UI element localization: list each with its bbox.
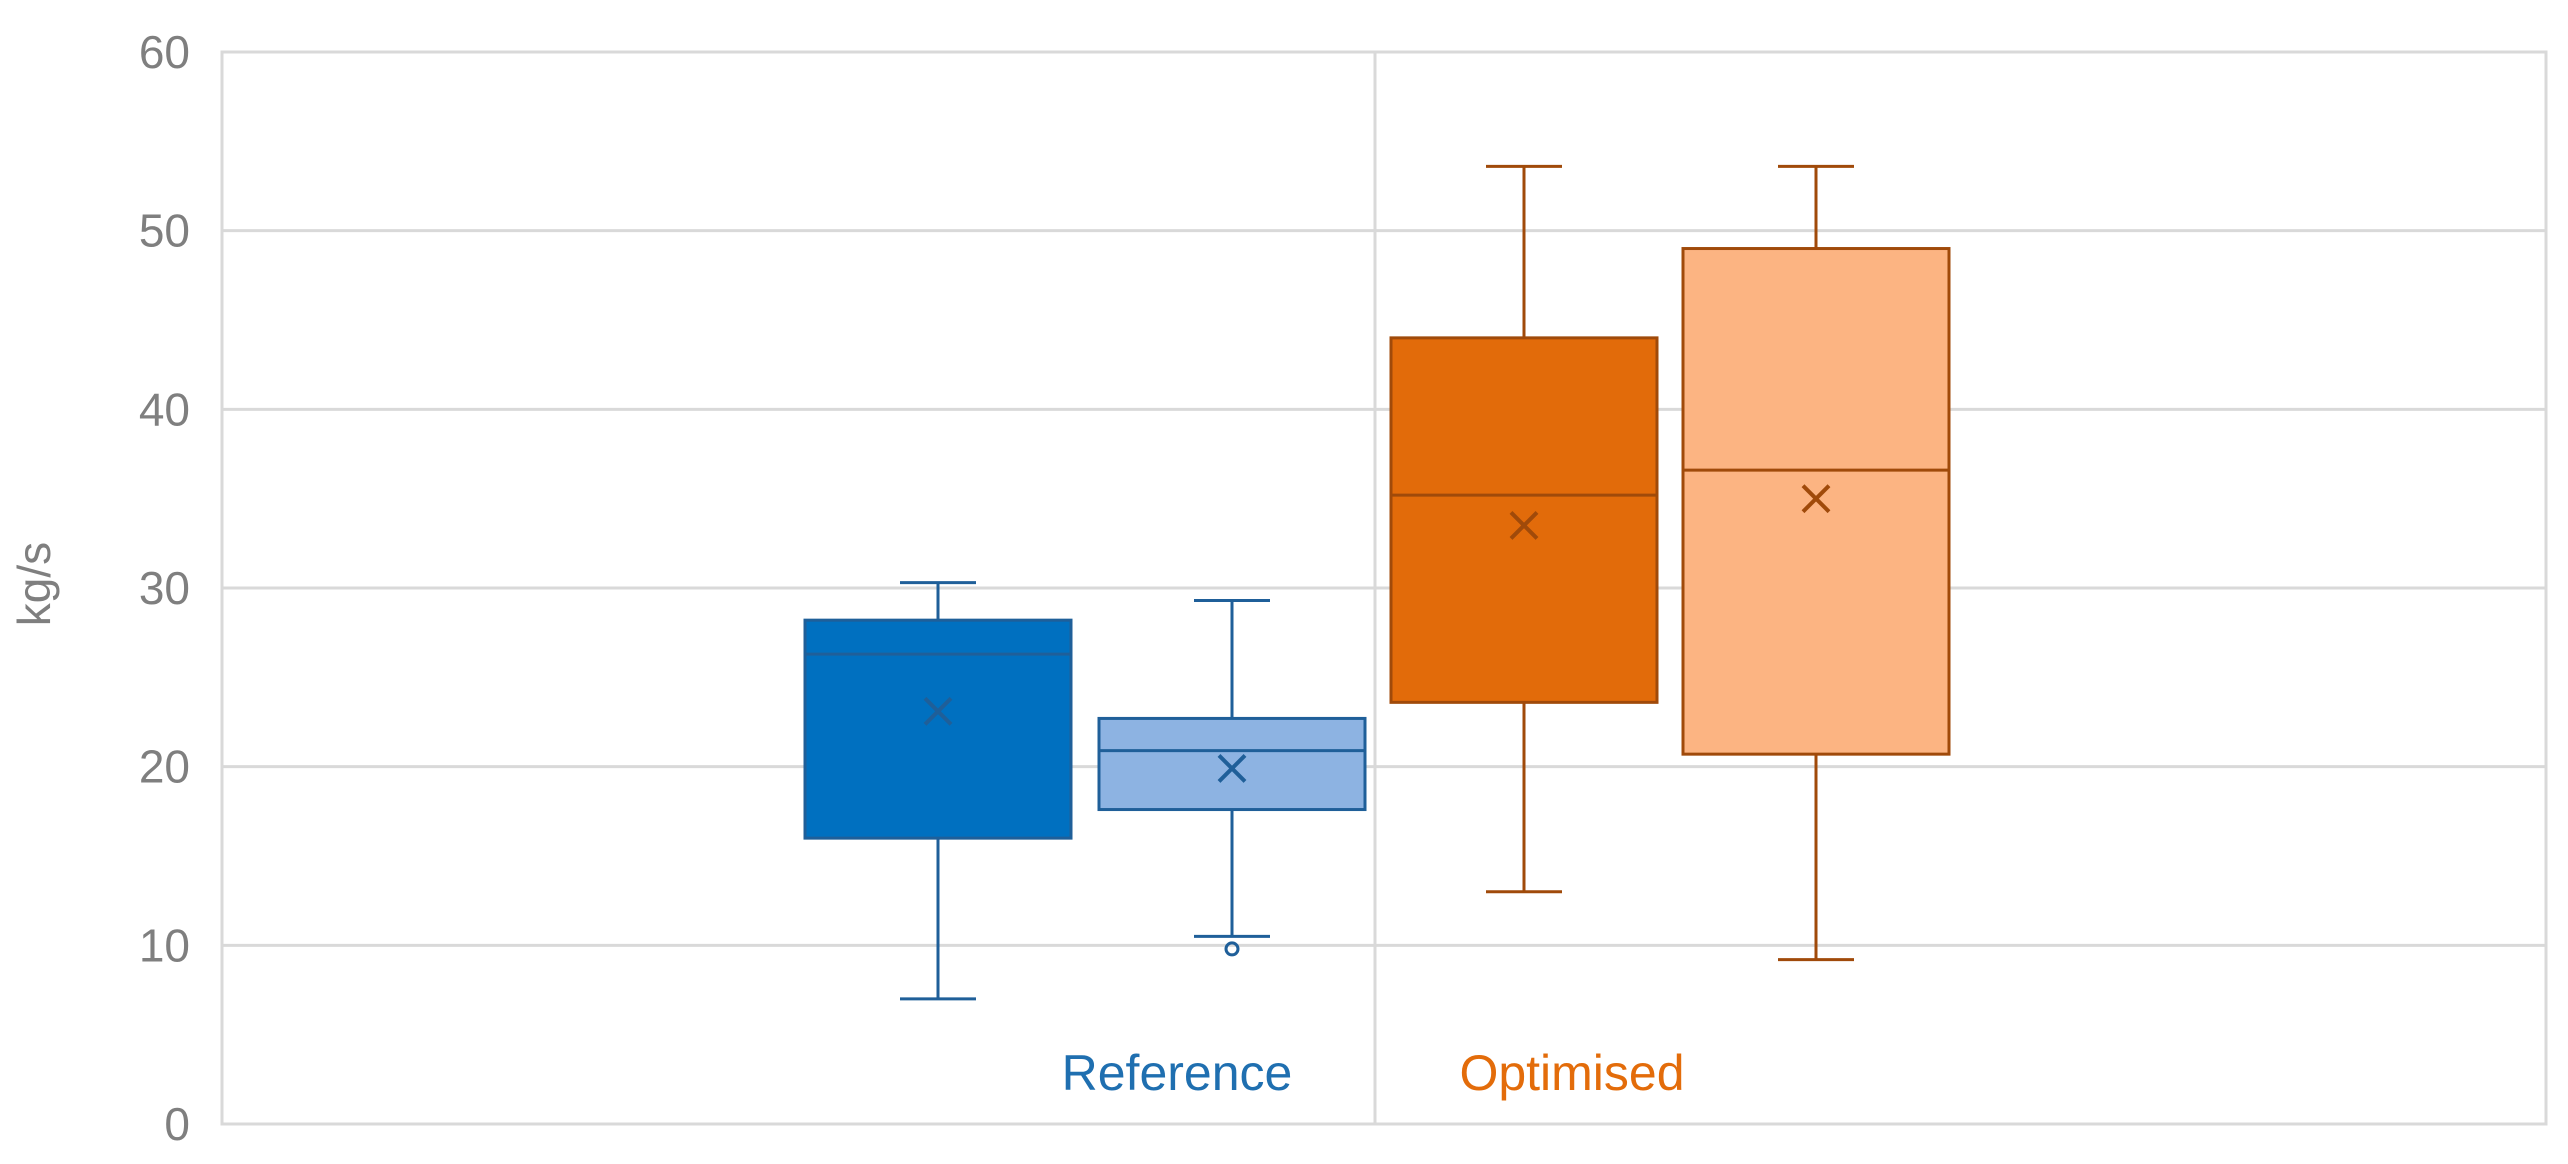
gridlines xyxy=(222,50,2546,1126)
box-series xyxy=(803,164,1951,1001)
y-tick-label: 40 xyxy=(139,383,190,435)
y-tick-label: 0 xyxy=(164,1098,190,1150)
box-2 xyxy=(1097,599,1367,957)
group-label-optimised: Optimised xyxy=(1459,1045,1684,1101)
y-tick-label: 50 xyxy=(139,205,190,257)
box-1 xyxy=(803,581,1073,1001)
y-tick-label: 20 xyxy=(139,741,190,793)
y-tick-label: 60 xyxy=(139,26,190,78)
y-tick-label: 30 xyxy=(139,562,190,614)
mean-marker xyxy=(923,696,953,726)
outlier-point xyxy=(1224,941,1240,957)
group-label-reference: Reference xyxy=(1062,1045,1293,1101)
mean-marker xyxy=(1217,754,1247,783)
mean-marker xyxy=(1801,484,1831,514)
box-3 xyxy=(1389,164,1659,894)
y-axis-title: kg/s xyxy=(8,542,60,626)
iqr-box xyxy=(1097,716,1367,812)
y-axis-ticks: 0 10 20 30 40 50 60 xyxy=(139,26,190,1150)
y-tick-label: 10 xyxy=(139,919,190,971)
iqr-box xyxy=(1389,336,1659,704)
iqr-box xyxy=(803,618,1073,840)
plot-area-frame xyxy=(220,50,2548,1126)
box-4 xyxy=(1681,164,1951,962)
mean-marker xyxy=(1509,511,1539,540)
